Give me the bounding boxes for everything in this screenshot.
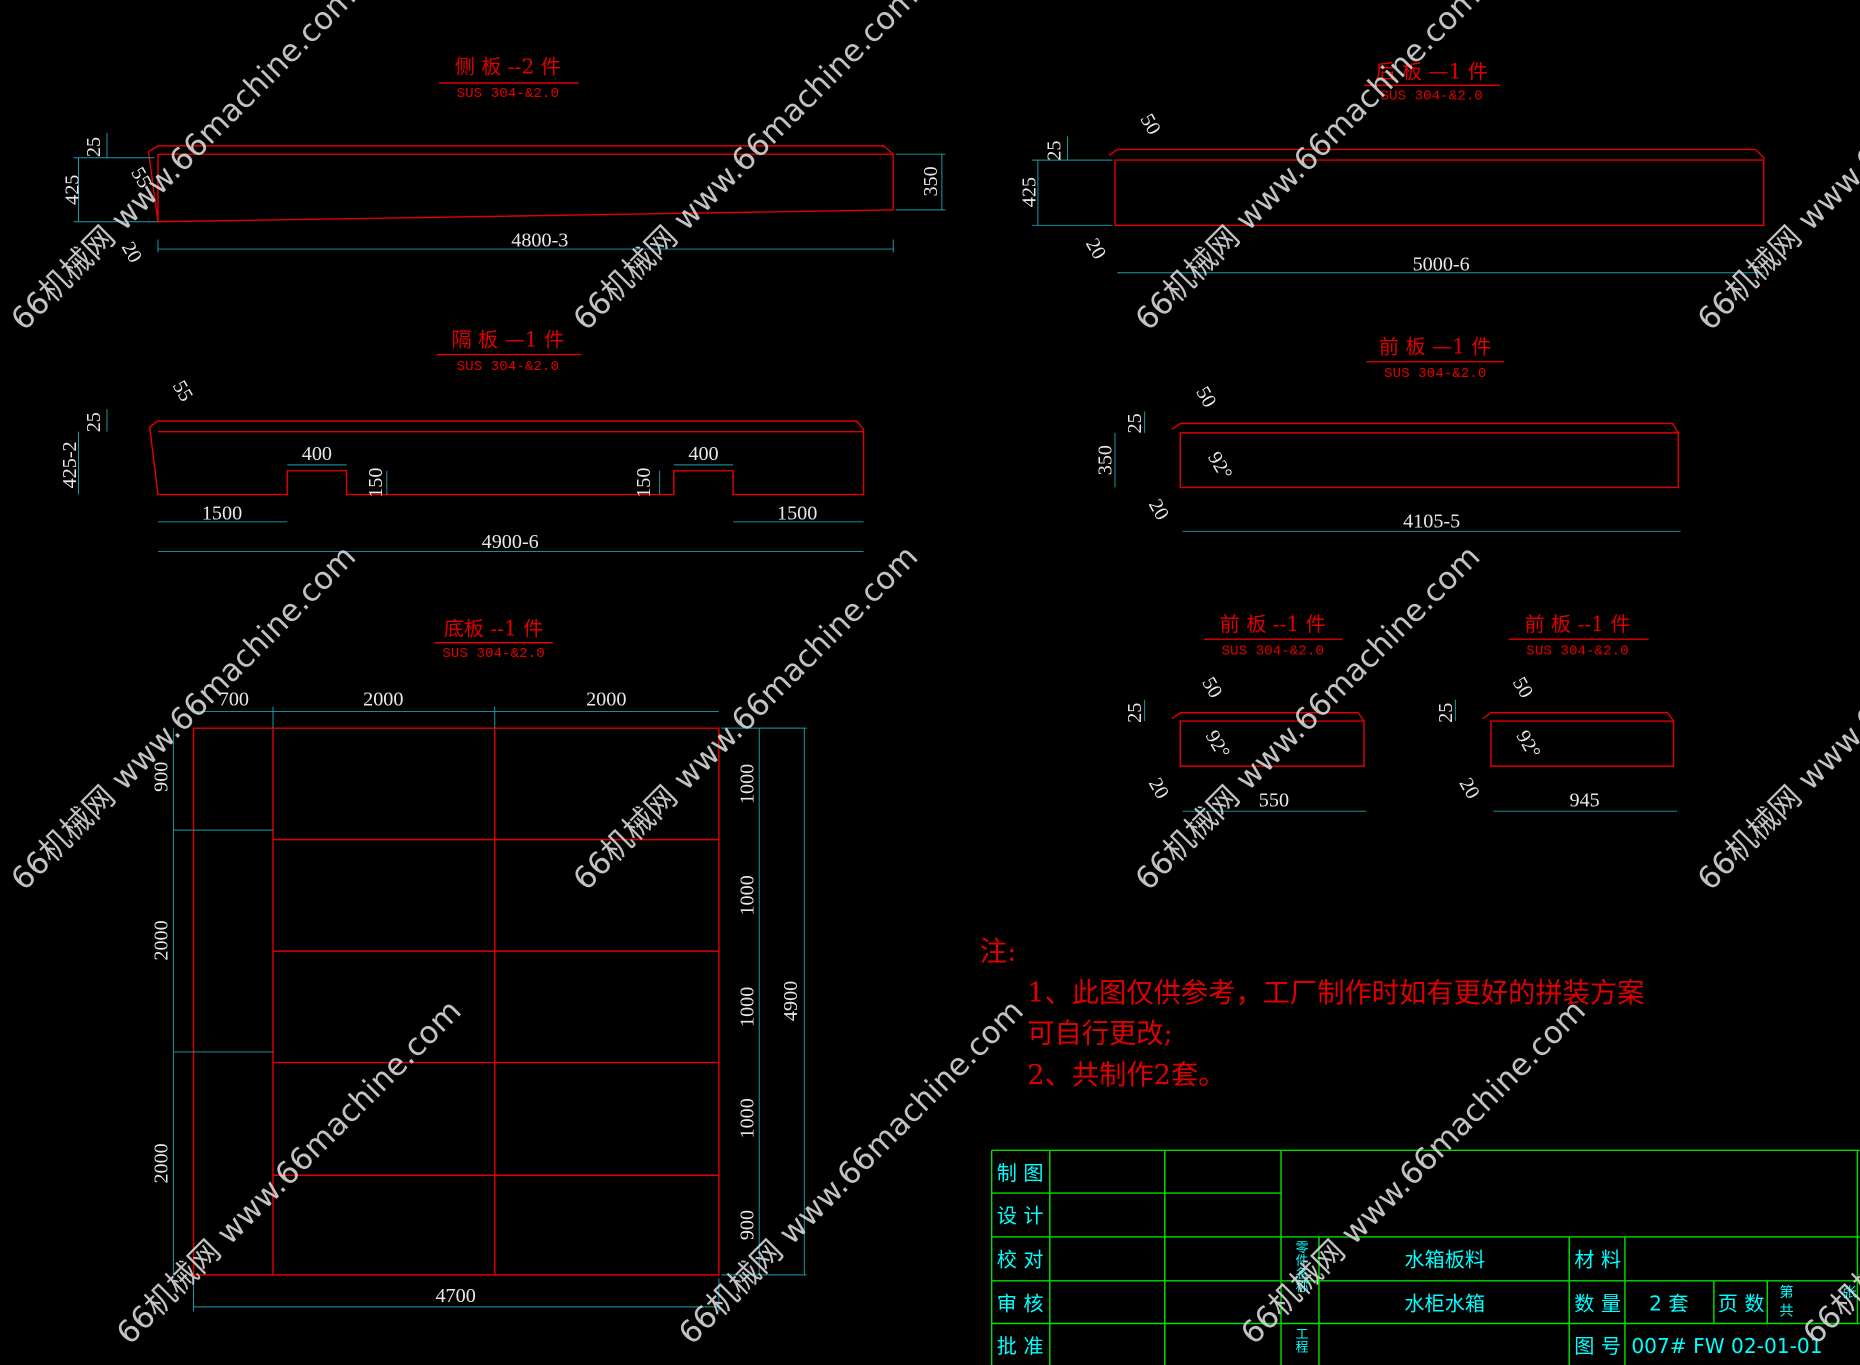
role-label: 批 准	[997, 1334, 1044, 1358]
notes-heading: 注:	[980, 937, 1016, 968]
part-title: 侧 板 --2 件	[455, 55, 561, 79]
part-title: 后 板 —1 件	[1375, 59, 1488, 83]
front-panel: 前 板 —1 件 SUS 304-&2.0 50 25 350 92° 20 4…	[1094, 334, 1681, 533]
part-title: 前 板 —1 件	[1379, 334, 1492, 358]
sheet-label: 张	[1840, 1284, 1856, 1300]
dim-label: 150	[365, 468, 387, 498]
dim-label: 2000	[586, 689, 626, 711]
dim-label: 1500	[777, 502, 817, 524]
notes: 注: 1、此图仅供参考，工厂制作时如有更好的拼装方案 可自行更改; 2、共制作2…	[980, 937, 1645, 1091]
dim-label: 1000	[736, 1098, 758, 1138]
part-title: 隔 板 —1 件	[451, 327, 564, 351]
dim-label: 25	[1435, 703, 1457, 723]
page-of-label: 第 共	[1777, 1283, 1793, 1318]
quantity-value: 2 套	[1649, 1291, 1688, 1315]
dim-label: 4105-5	[1403, 511, 1460, 533]
note-line: 1、此图仅供参考，工厂制作时如有更好的拼装方案	[1027, 978, 1644, 1009]
dim-label: 4700	[435, 1285, 475, 1307]
dim-label: 900	[150, 762, 172, 792]
dim-label: 945	[1570, 789, 1600, 811]
project-name: 水柜水箱	[1404, 1291, 1485, 1315]
title-block: 制 图 设 计 校 对 审 核 批 准 零件名称 工程 水箱板料 水柜水箱 材 …	[990, 1149, 1860, 1365]
note-line: 可自行更改;	[1027, 1018, 1173, 1049]
part-material: SUS 304-&2.0	[1380, 89, 1482, 105]
dim-label: 700	[219, 689, 249, 711]
part-title: 前 板 --1 件	[1524, 612, 1630, 636]
dim-label: 2000	[363, 689, 403, 711]
pages-label: 页 数	[1718, 1291, 1765, 1315]
role-label: 设 计	[997, 1204, 1044, 1228]
partition-panel: 隔 板 —1 件 SUS 304-&2.0 55 25 425-2 400 40…	[59, 327, 865, 553]
dim-label: 900	[736, 1210, 758, 1240]
part-name: 水箱板料	[1404, 1248, 1485, 1272]
dim-label: 25	[1043, 141, 1065, 161]
dim-label: 4800-3	[511, 230, 568, 252]
drawing-no-label: 图 号	[1574, 1334, 1621, 1358]
dim-label: 400	[688, 443, 718, 465]
dim-label: 25	[1124, 703, 1146, 723]
dim-label: 4900	[780, 981, 802, 1021]
part-material: SUS 304-&2.0	[457, 359, 559, 375]
dim-label: 25	[83, 137, 105, 157]
drawing-no: 007# FW 02-01-01	[1631, 1334, 1822, 1358]
note-line: 2、共制作2套。	[1027, 1060, 1225, 1091]
material-label: 材 料	[1574, 1248, 1621, 1272]
role-label: 制 图	[997, 1161, 1044, 1185]
dim-label: 350	[1094, 445, 1116, 475]
project-label: 工程	[1293, 1327, 1309, 1355]
part-material: SUS 304-&2.0	[1222, 644, 1324, 660]
dim-label: 1000	[736, 764, 758, 804]
dim-label: 400	[302, 443, 332, 465]
dim-label: 2000	[150, 1143, 172, 1183]
quantity-label: 数 量	[1574, 1291, 1621, 1315]
role-label: 校 对	[997, 1248, 1044, 1272]
part-title: 底板 --1 件	[444, 617, 544, 641]
rear-panel: 后 板 —1 件 SUS 304-&2.0 50 25 425 20 5000-…	[1019, 59, 1765, 275]
dim-label: 25	[1124, 413, 1146, 433]
part-material: SUS 304-&2.0	[457, 86, 559, 102]
dim-label: 350	[920, 166, 942, 196]
dim-label: 5000-6	[1413, 253, 1470, 275]
dim-label: 1500	[202, 502, 242, 524]
dim-label: 425	[1019, 177, 1041, 207]
dim-label: 25	[83, 412, 105, 432]
dim-label: 550	[1259, 789, 1289, 811]
dim-label: 425-2	[59, 441, 81, 488]
part-material: SUS 304-&2.0	[1526, 644, 1628, 660]
bottom-plate: 底板 --1 件 SUS 304-&2.0 700 2000 2000 900 …	[150, 617, 807, 1312]
part-name-label: 零件名称	[1293, 1240, 1309, 1293]
dim-label: 150	[633, 468, 655, 498]
dim-label: 425	[62, 175, 84, 205]
dim-label: 2000	[150, 920, 172, 960]
role-label: 审 核	[997, 1291, 1044, 1315]
dim-label: 1000	[736, 875, 758, 915]
part-material: SUS 304-&2.0	[1384, 366, 1486, 382]
part-title: 前 板 --1 件	[1220, 612, 1326, 636]
dim-label: 4900-6	[482, 531, 539, 553]
dim-label: 1000	[736, 987, 758, 1027]
part-material: SUS 304-&2.0	[442, 646, 544, 662]
